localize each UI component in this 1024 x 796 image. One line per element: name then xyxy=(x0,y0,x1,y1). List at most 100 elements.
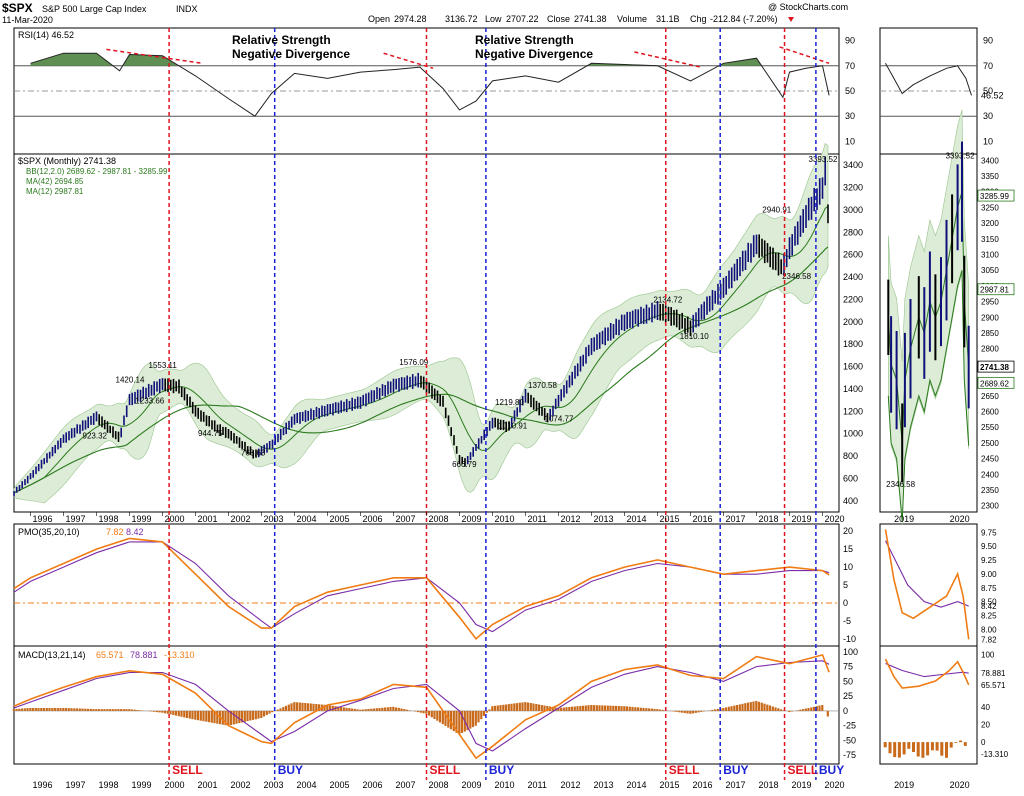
macd-y-tick: 100 xyxy=(843,647,858,657)
macd-histogram-bar xyxy=(799,710,801,711)
x-tick-label-top: 2003 xyxy=(264,514,284,524)
x-tick-label-bottom: 2004 xyxy=(297,780,317,790)
macd-histogram-bar xyxy=(32,708,34,711)
macd-histogram-bar xyxy=(758,702,760,711)
price-label: 768.63 xyxy=(241,449,266,458)
macd-histogram-bar xyxy=(312,704,314,711)
macd-legend-signal: 78.881 xyxy=(130,650,158,660)
macd-histogram-bar xyxy=(299,703,301,711)
inset-macd-histogram-bar xyxy=(912,742,915,752)
macd-histogram-bar xyxy=(612,706,614,711)
macd-histogram-bar xyxy=(510,704,512,711)
x-tick-label-top: 2014 xyxy=(627,514,647,524)
sell-label: SELL xyxy=(788,763,819,777)
macd-histogram-bar xyxy=(43,708,45,711)
macd-histogram-bar xyxy=(167,711,169,714)
macd-histogram-bar xyxy=(488,709,490,711)
macd-histogram-bar xyxy=(659,710,661,711)
price-y-tick: 3400 xyxy=(843,160,863,170)
macd-histogram-bar xyxy=(238,711,240,723)
x-tick-label-bottom: 1996 xyxy=(33,780,53,790)
x-tick-label-top: 2007 xyxy=(396,514,416,524)
rsi-legend: RSI(14) 46.52 xyxy=(18,30,74,40)
inset-macd-histogram-bar xyxy=(921,742,924,758)
macd-histogram-bar xyxy=(35,708,37,711)
inset-macd-histogram-bar xyxy=(959,741,962,743)
macd-histogram-bar xyxy=(428,711,430,716)
macd-histogram-bar xyxy=(700,711,702,712)
sell-label: SELL xyxy=(669,763,700,777)
inset-macd-y-tick: 0 xyxy=(981,738,986,747)
price-y-tick: 1200 xyxy=(843,406,863,416)
macd-histogram-bar xyxy=(200,711,202,721)
macd-histogram-bar xyxy=(538,705,540,711)
macd-histogram-bar xyxy=(62,708,64,711)
macd-histogram-bar xyxy=(178,711,180,716)
macd-histogram-bar xyxy=(697,711,699,713)
macd-histogram-bar xyxy=(180,711,182,717)
macd-histogram-bar xyxy=(656,709,658,711)
inset-rsi-y-tick: 70 xyxy=(983,61,993,71)
macd-histogram-bar xyxy=(288,705,290,711)
inset-macd-histogram-bar xyxy=(907,742,910,749)
macd-histogram-bar xyxy=(172,711,174,715)
inset-price-y-tick: 2900 xyxy=(981,313,999,322)
macd-histogram-bar xyxy=(524,702,526,711)
x-tick-label-top: 2017 xyxy=(726,514,746,524)
price-label: 1219.80 xyxy=(495,398,524,407)
macd-histogram-bar xyxy=(755,701,757,711)
macd-y-tick: -75 xyxy=(843,750,856,760)
inset-price-y-tick: 2500 xyxy=(981,439,999,448)
inset-pmo-y-tick: 8.00 xyxy=(981,625,997,634)
macd-histogram-bar xyxy=(92,709,94,711)
x-tick-label-top: 2016 xyxy=(693,514,713,524)
macd-histogram-bar xyxy=(777,708,779,711)
inset-x-tick-label-top: 2019 xyxy=(894,514,914,524)
macd-legend-hist: -13.310 xyxy=(164,650,195,660)
x-tick-label-bottom: 2006 xyxy=(363,780,383,790)
macd-histogram-bar xyxy=(469,711,471,729)
inset-x-tick-label-top: 2020 xyxy=(950,514,970,524)
macd-histogram-bar xyxy=(392,707,394,711)
price-label: 1420.14 xyxy=(116,376,145,385)
macd-histogram-bar xyxy=(279,708,281,711)
down-arrow-icon xyxy=(788,17,794,22)
macd-histogram-bar xyxy=(76,708,78,711)
x-tick-label-top: 2015 xyxy=(660,514,680,524)
macd-histogram-bar xyxy=(645,708,647,711)
x-tick-label-bottom: 2009 xyxy=(462,780,482,790)
macd-histogram-bar xyxy=(153,711,155,712)
chg-label: Chg xyxy=(690,14,707,24)
macd-histogram-bar xyxy=(791,711,793,712)
macd-histogram-bar xyxy=(560,708,562,711)
inset-price-y-tick: 2800 xyxy=(981,345,999,354)
inset-price-tag: 2741.38 xyxy=(980,363,1009,372)
macd-histogram-bar xyxy=(761,703,763,711)
macd-histogram-bar xyxy=(301,703,303,711)
pmo-legend: PMO(35,20,10) xyxy=(18,527,80,537)
macd-histogram-bar xyxy=(128,709,130,711)
price-label: 1553.11 xyxy=(149,361,178,370)
macd-histogram-bar xyxy=(293,702,295,711)
inset-macd-histogram-bar xyxy=(931,742,934,750)
inset-pmo-y-tick: 9.75 xyxy=(981,528,997,537)
macd-histogram-bar xyxy=(260,711,262,718)
macd-histogram-bar xyxy=(590,705,592,711)
price-label: 2134.72 xyxy=(653,296,682,305)
macd-histogram-bar xyxy=(629,707,631,711)
price-y-tick: 600 xyxy=(843,473,858,483)
macd-histogram-bar xyxy=(222,711,224,725)
macd-histogram-bar xyxy=(29,708,31,711)
inset-price-y-tick: 3250 xyxy=(981,203,999,212)
inset-macd-y-tick: 20 xyxy=(981,721,990,730)
inset-macd-histogram-bar xyxy=(936,742,939,751)
macd-histogram-bar xyxy=(24,708,26,711)
macd-histogram-bar xyxy=(246,711,248,721)
macd-histogram-bar xyxy=(134,710,136,711)
inset-macd-y-tick: 65.571 xyxy=(981,681,1006,690)
inset-price-label-high: 3393.52 xyxy=(946,151,975,160)
credit: @ StockCharts.com xyxy=(768,2,848,12)
macd-histogram-bar xyxy=(189,711,191,719)
inset-pmo-y-tick: 8.50 xyxy=(981,598,997,607)
buy-label: BUY xyxy=(723,763,748,777)
